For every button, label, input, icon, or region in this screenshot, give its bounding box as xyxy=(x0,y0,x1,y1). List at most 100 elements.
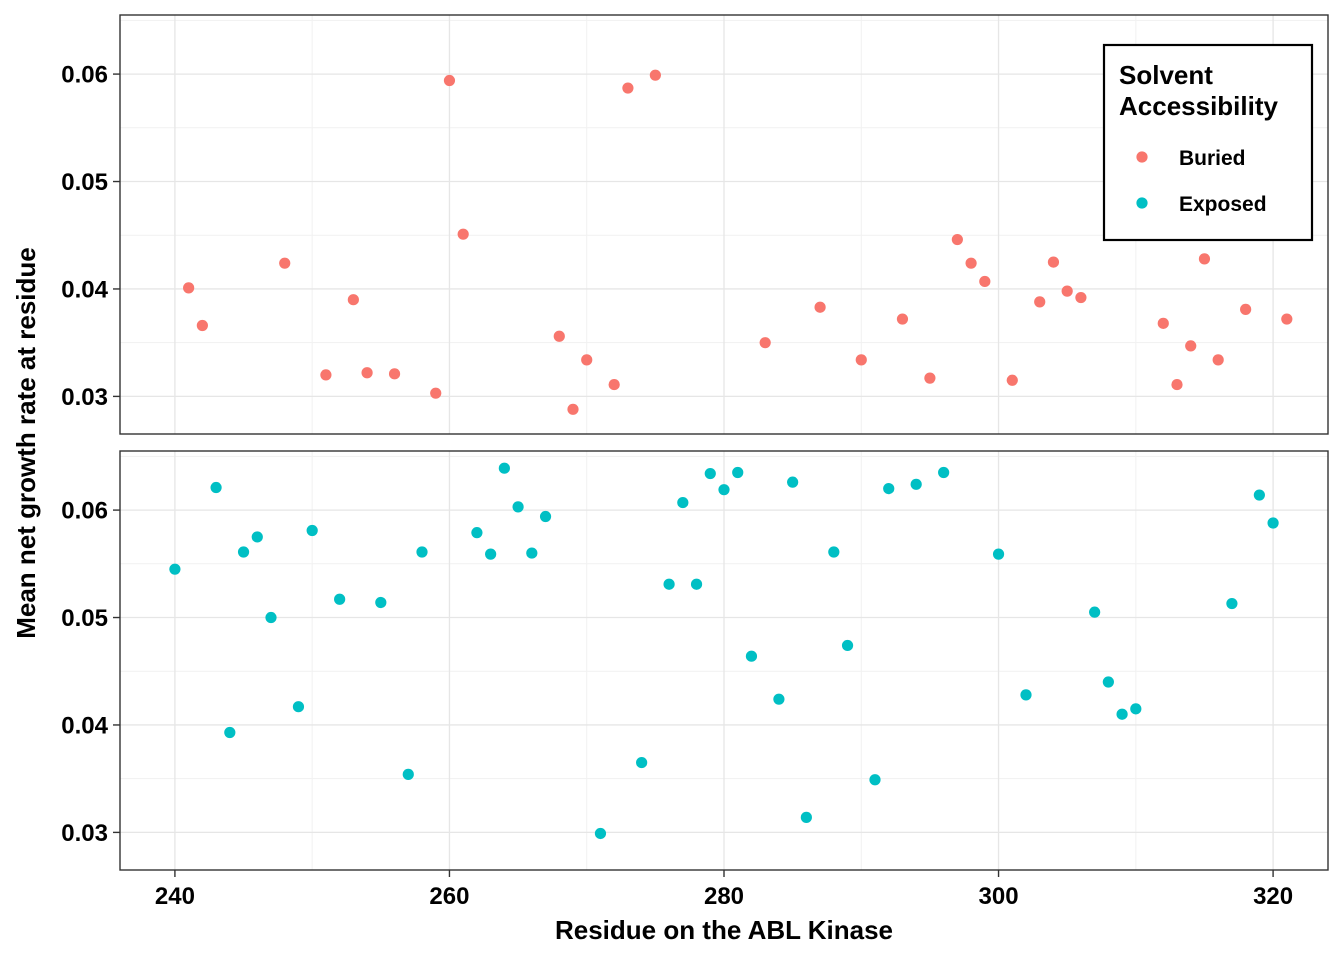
data-point-buried xyxy=(622,82,634,94)
panel-border xyxy=(119,14,1329,435)
data-point-buried xyxy=(1157,317,1169,329)
data-point-buried xyxy=(553,330,565,342)
data-point-buried xyxy=(924,372,936,384)
y-tick-label: 0.05 xyxy=(61,605,108,632)
data-point-exposed xyxy=(910,478,922,490)
data-point-exposed xyxy=(512,501,524,513)
data-point-buried xyxy=(1171,378,1183,391)
data-point-buried xyxy=(183,282,195,294)
data-point-exposed xyxy=(800,811,812,823)
data-point-exposed xyxy=(745,650,758,662)
data-point-buried xyxy=(649,69,661,81)
data-point-exposed xyxy=(237,546,250,558)
legend-label-exposed: Exposed xyxy=(1179,193,1267,216)
y-axis-title: Mean net growth rate at residue xyxy=(11,247,41,639)
legend-title: Accessibility xyxy=(1119,91,1279,121)
data-point-exposed xyxy=(265,611,277,624)
data-point-buried xyxy=(979,275,991,288)
x-tick-label: 240 xyxy=(155,883,195,910)
legend-title: Solvent xyxy=(1119,60,1213,90)
data-point-buried xyxy=(896,313,909,325)
y-tick-label: 0.03 xyxy=(61,820,108,847)
x-tick-label: 320 xyxy=(1253,883,1293,910)
y-axes: 0.03 0.04 0.05 0.06 0.03 0.04 0.05 0.06 xyxy=(61,62,120,847)
data-point-exposed xyxy=(1089,606,1101,618)
y-tick-label: 0.03 xyxy=(61,384,108,411)
data-point-buried xyxy=(1240,303,1252,315)
data-point-exposed xyxy=(1116,708,1128,720)
data-point-exposed xyxy=(883,483,895,495)
data-point-buried xyxy=(347,294,359,306)
x-tick-label: 300 xyxy=(979,883,1019,910)
data-point-exposed xyxy=(224,726,236,739)
data-point-buried xyxy=(1006,374,1018,386)
data-point-exposed xyxy=(704,467,716,480)
data-point-buried xyxy=(361,367,373,379)
data-point-buried xyxy=(965,257,977,269)
data-point-exposed xyxy=(1020,689,1032,701)
legend-key-exposed xyxy=(1136,197,1148,209)
legend-box xyxy=(1102,43,1314,242)
legend-key-buried xyxy=(1136,151,1148,163)
data-point-buried xyxy=(443,74,456,87)
y-tick-label: 0.04 xyxy=(61,276,108,303)
x-axis: 240 260 280 300 320 xyxy=(155,870,1293,910)
data-point-buried xyxy=(1075,291,1087,304)
data-point-buried xyxy=(855,354,867,366)
data-point-exposed xyxy=(663,578,675,590)
data-point-exposed xyxy=(169,563,181,575)
data-point-exposed xyxy=(334,593,346,605)
data-point-exposed xyxy=(526,547,538,559)
data-point-exposed xyxy=(251,531,263,543)
data-point-exposed xyxy=(841,639,854,652)
data-point-exposed xyxy=(539,510,552,523)
data-point-buried xyxy=(196,319,208,332)
data-point-exposed xyxy=(690,578,703,590)
data-point-exposed xyxy=(1130,703,1142,715)
data-point-exposed xyxy=(773,693,785,705)
data-point-exposed xyxy=(938,466,950,479)
data-point-buried xyxy=(1212,354,1224,366)
data-point-buried xyxy=(1198,253,1211,265)
data-point-exposed xyxy=(402,768,414,780)
data-point-buried xyxy=(1061,285,1073,297)
data-point-exposed xyxy=(498,462,510,474)
data-point-buried xyxy=(1047,256,1060,268)
data-point-exposed xyxy=(471,527,483,539)
x-tick-label: 280 xyxy=(704,883,744,910)
data-point-buried xyxy=(279,257,291,269)
data-point-exposed xyxy=(594,827,607,840)
x-tick-label: 260 xyxy=(429,883,469,910)
data-point-buried xyxy=(457,228,469,240)
x-axis-title: Residue on the ABL Kinase xyxy=(555,915,893,945)
data-point-exposed xyxy=(992,548,1005,560)
data-point-buried xyxy=(581,354,593,366)
data-point-exposed xyxy=(1102,676,1114,688)
y-tick-label: 0.06 xyxy=(61,498,108,525)
data-point-exposed xyxy=(732,466,744,479)
data-point-exposed xyxy=(677,496,689,509)
data-point-exposed xyxy=(636,756,648,769)
data-point-buried xyxy=(814,301,826,313)
data-point-exposed xyxy=(375,596,387,609)
data-point-buried xyxy=(430,387,442,399)
data-point-exposed xyxy=(869,774,881,786)
data-point-buried xyxy=(1281,313,1293,325)
y-tick-label: 0.05 xyxy=(61,169,108,196)
data-point-exposed xyxy=(1267,517,1279,529)
data-point-exposed xyxy=(485,548,497,560)
data-point-exposed xyxy=(292,701,305,713)
data-point-buried xyxy=(320,369,332,381)
data-point-exposed xyxy=(306,524,318,537)
data-point-exposed xyxy=(416,546,428,558)
data-point-buried xyxy=(388,368,401,380)
data-point-exposed xyxy=(828,546,840,558)
data-point-exposed xyxy=(1253,489,1265,501)
data-point-exposed xyxy=(210,481,222,494)
data-point-buried xyxy=(567,403,579,415)
data-point-exposed xyxy=(718,484,730,496)
data-point-buried xyxy=(1185,340,1197,352)
data-point-buried xyxy=(759,337,771,349)
